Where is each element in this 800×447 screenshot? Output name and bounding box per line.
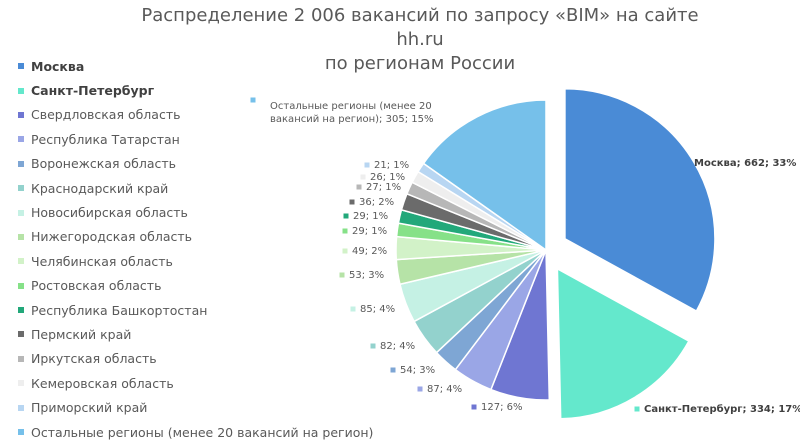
legend-item: Остальные регионы (менее 20 вакансий на …: [18, 420, 373, 444]
legend-item: Воронежская область: [18, 152, 373, 176]
data-label: 29; 1%: [352, 226, 387, 237]
legend-label: Краснодарский край: [31, 180, 169, 196]
data-label-marker: [356, 184, 362, 190]
legend-item: Приморский край: [18, 395, 373, 419]
data-label-marker: [343, 213, 349, 219]
data-label: 87; 4%: [427, 384, 462, 395]
legend-label: Ростовская область: [31, 278, 162, 294]
legend-item: Краснодарский край: [18, 176, 373, 200]
pie-slice: [564, 88, 716, 313]
data-label-marker: [360, 174, 366, 180]
chart-title: Распределение 2 006 вакансий по запросу …: [120, 4, 720, 76]
legend-swatch: [18, 355, 24, 362]
legend-swatch: [18, 63, 24, 70]
legend-label: Новосибирская область: [31, 205, 188, 221]
data-label: 53; 3%: [349, 270, 384, 281]
legend-label: Иркутская область: [31, 351, 157, 367]
pie-slice: [422, 99, 547, 252]
legend-label: Челябинская область: [31, 253, 173, 269]
data-label: Санкт-Петербург; 334; 17%: [644, 403, 800, 415]
chart-legend: Москва Санкт-Петербург Свердловская област…: [18, 54, 373, 444]
legend-swatch: [18, 209, 24, 216]
legend-label: Кемеровская область: [31, 375, 174, 391]
data-label-marker: [350, 306, 356, 312]
data-label: 127; 6%: [481, 402, 523, 413]
legend-label: Москва: [31, 58, 85, 74]
data-label-marker: [342, 228, 348, 234]
legend-item: Свердловская область: [18, 103, 373, 127]
data-label-line: Остальные регионы (менее 20: [270, 101, 432, 112]
data-label-marker: [370, 343, 376, 349]
data-label-line: вакансий на регион); 305; 15%: [270, 114, 433, 125]
legend-item: Кемеровская область: [18, 371, 373, 395]
legend-label: Республика Татарстан: [31, 131, 180, 147]
legend-item: Нижегородская область: [18, 225, 373, 249]
legend-item: Челябинская область: [18, 249, 373, 273]
data-label: Остальные регионы (менее 20 вакансий на р…: [270, 101, 433, 125]
data-label-marker: [339, 272, 345, 278]
legend-swatch: [18, 87, 24, 94]
legend-swatch: [18, 429, 24, 436]
legend-label: Пермский край: [31, 326, 132, 342]
data-label-marker: [417, 386, 423, 392]
legend-label: Нижегородская область: [31, 229, 193, 245]
legend-swatch: [18, 404, 24, 411]
legend-swatch: [18, 111, 24, 118]
chart-title-line-2: по регионам России: [324, 53, 516, 74]
legend-item: Пермский край: [18, 322, 373, 346]
legend-swatch: [18, 233, 24, 240]
legend-label: Воронежская область: [31, 156, 177, 172]
legend-label: Санкт-Петербург: [31, 83, 155, 99]
legend-item: Республика Татарстан: [18, 127, 373, 151]
data-label-marker: [342, 248, 348, 254]
legend-swatch: [18, 380, 24, 387]
legend-item: Москва: [18, 54, 373, 78]
data-label-marker: [250, 97, 256, 103]
data-label: 29; 1%: [353, 211, 388, 222]
legend-item: Иркутская область: [18, 347, 373, 371]
data-label: 21; 1%: [374, 160, 409, 171]
pie-slice: [556, 267, 690, 420]
data-label-marker: [390, 367, 396, 373]
legend-swatch: [18, 160, 24, 167]
data-label-marker: [684, 160, 690, 166]
legend-item: Республика Башкортостан: [18, 298, 373, 322]
data-label-marker: [471, 404, 477, 410]
data-label: Москва; 662; 33%: [694, 158, 796, 169]
chart-title-line-1: Распределение 2 006 вакансий по запросу …: [141, 5, 699, 50]
data-label: 36; 2%: [359, 197, 394, 208]
legend-swatch: [18, 185, 24, 192]
legend-swatch: [18, 307, 24, 314]
data-label: 26; 1%: [370, 172, 405, 183]
legend-swatch: [18, 331, 24, 338]
legend-swatch: [18, 136, 24, 143]
data-label: 85; 4%: [360, 304, 395, 315]
data-label-marker: [634, 406, 640, 412]
legend-swatch: [18, 282, 24, 289]
legend-item: Новосибирская область: [18, 200, 373, 224]
legend-label: Республика Башкортостан: [31, 302, 208, 318]
data-label: 82; 4%: [380, 341, 415, 352]
legend-label: Свердловская область: [31, 107, 181, 123]
data-label: 27; 1%: [366, 182, 401, 193]
legend-swatch: [18, 258, 24, 265]
data-label-marker: [349, 199, 355, 205]
legend-label: Приморский край: [31, 400, 148, 416]
data-label: 54; 3%: [400, 365, 435, 376]
data-label: 49; 2%: [352, 246, 387, 257]
legend-label: Остальные регионы (менее 20 вакансий на …: [31, 424, 374, 440]
data-label-marker: [364, 162, 370, 168]
legend-item: Ростовская область: [18, 274, 373, 298]
legend-item: Санкт-Петербург: [18, 78, 373, 102]
